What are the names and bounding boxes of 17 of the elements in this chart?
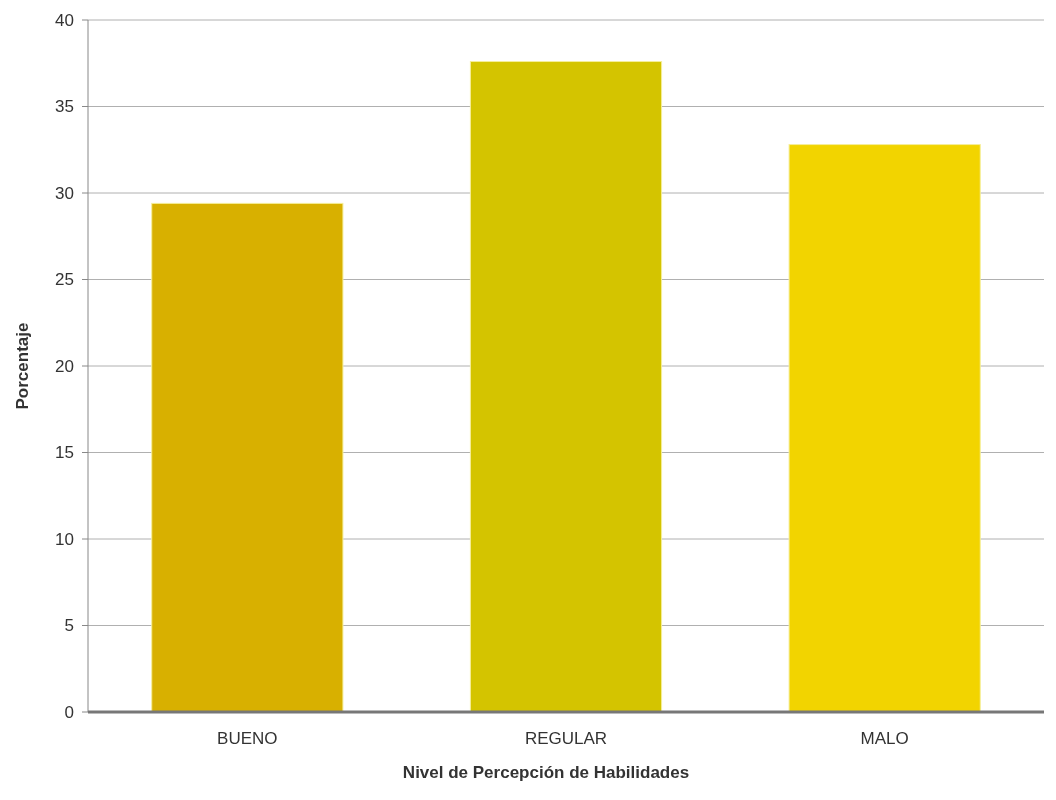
bar xyxy=(788,144,981,713)
y-tick-label: 10 xyxy=(55,529,74,549)
y-tick-label: 0 xyxy=(64,702,74,722)
x-axis-title: Nivel de Percepción de Habilidades xyxy=(402,763,690,782)
bar xyxy=(469,61,663,713)
y-tick-label: 5 xyxy=(64,616,74,636)
y-tick-label: 35 xyxy=(55,97,74,117)
y-tick-label: 25 xyxy=(55,270,74,290)
y-tick-label: 20 xyxy=(55,356,74,376)
x-tick-label: MALO xyxy=(860,729,909,748)
y-axis-title: Porcentaje xyxy=(13,322,32,410)
x-tick-label: REGULAR xyxy=(524,729,608,748)
y-tick-label: 40 xyxy=(55,10,74,30)
bar xyxy=(151,202,344,713)
x-tick-label: BUENO xyxy=(217,729,278,748)
y-tick-label: 15 xyxy=(55,443,74,463)
y-tick-label: 30 xyxy=(55,183,74,203)
